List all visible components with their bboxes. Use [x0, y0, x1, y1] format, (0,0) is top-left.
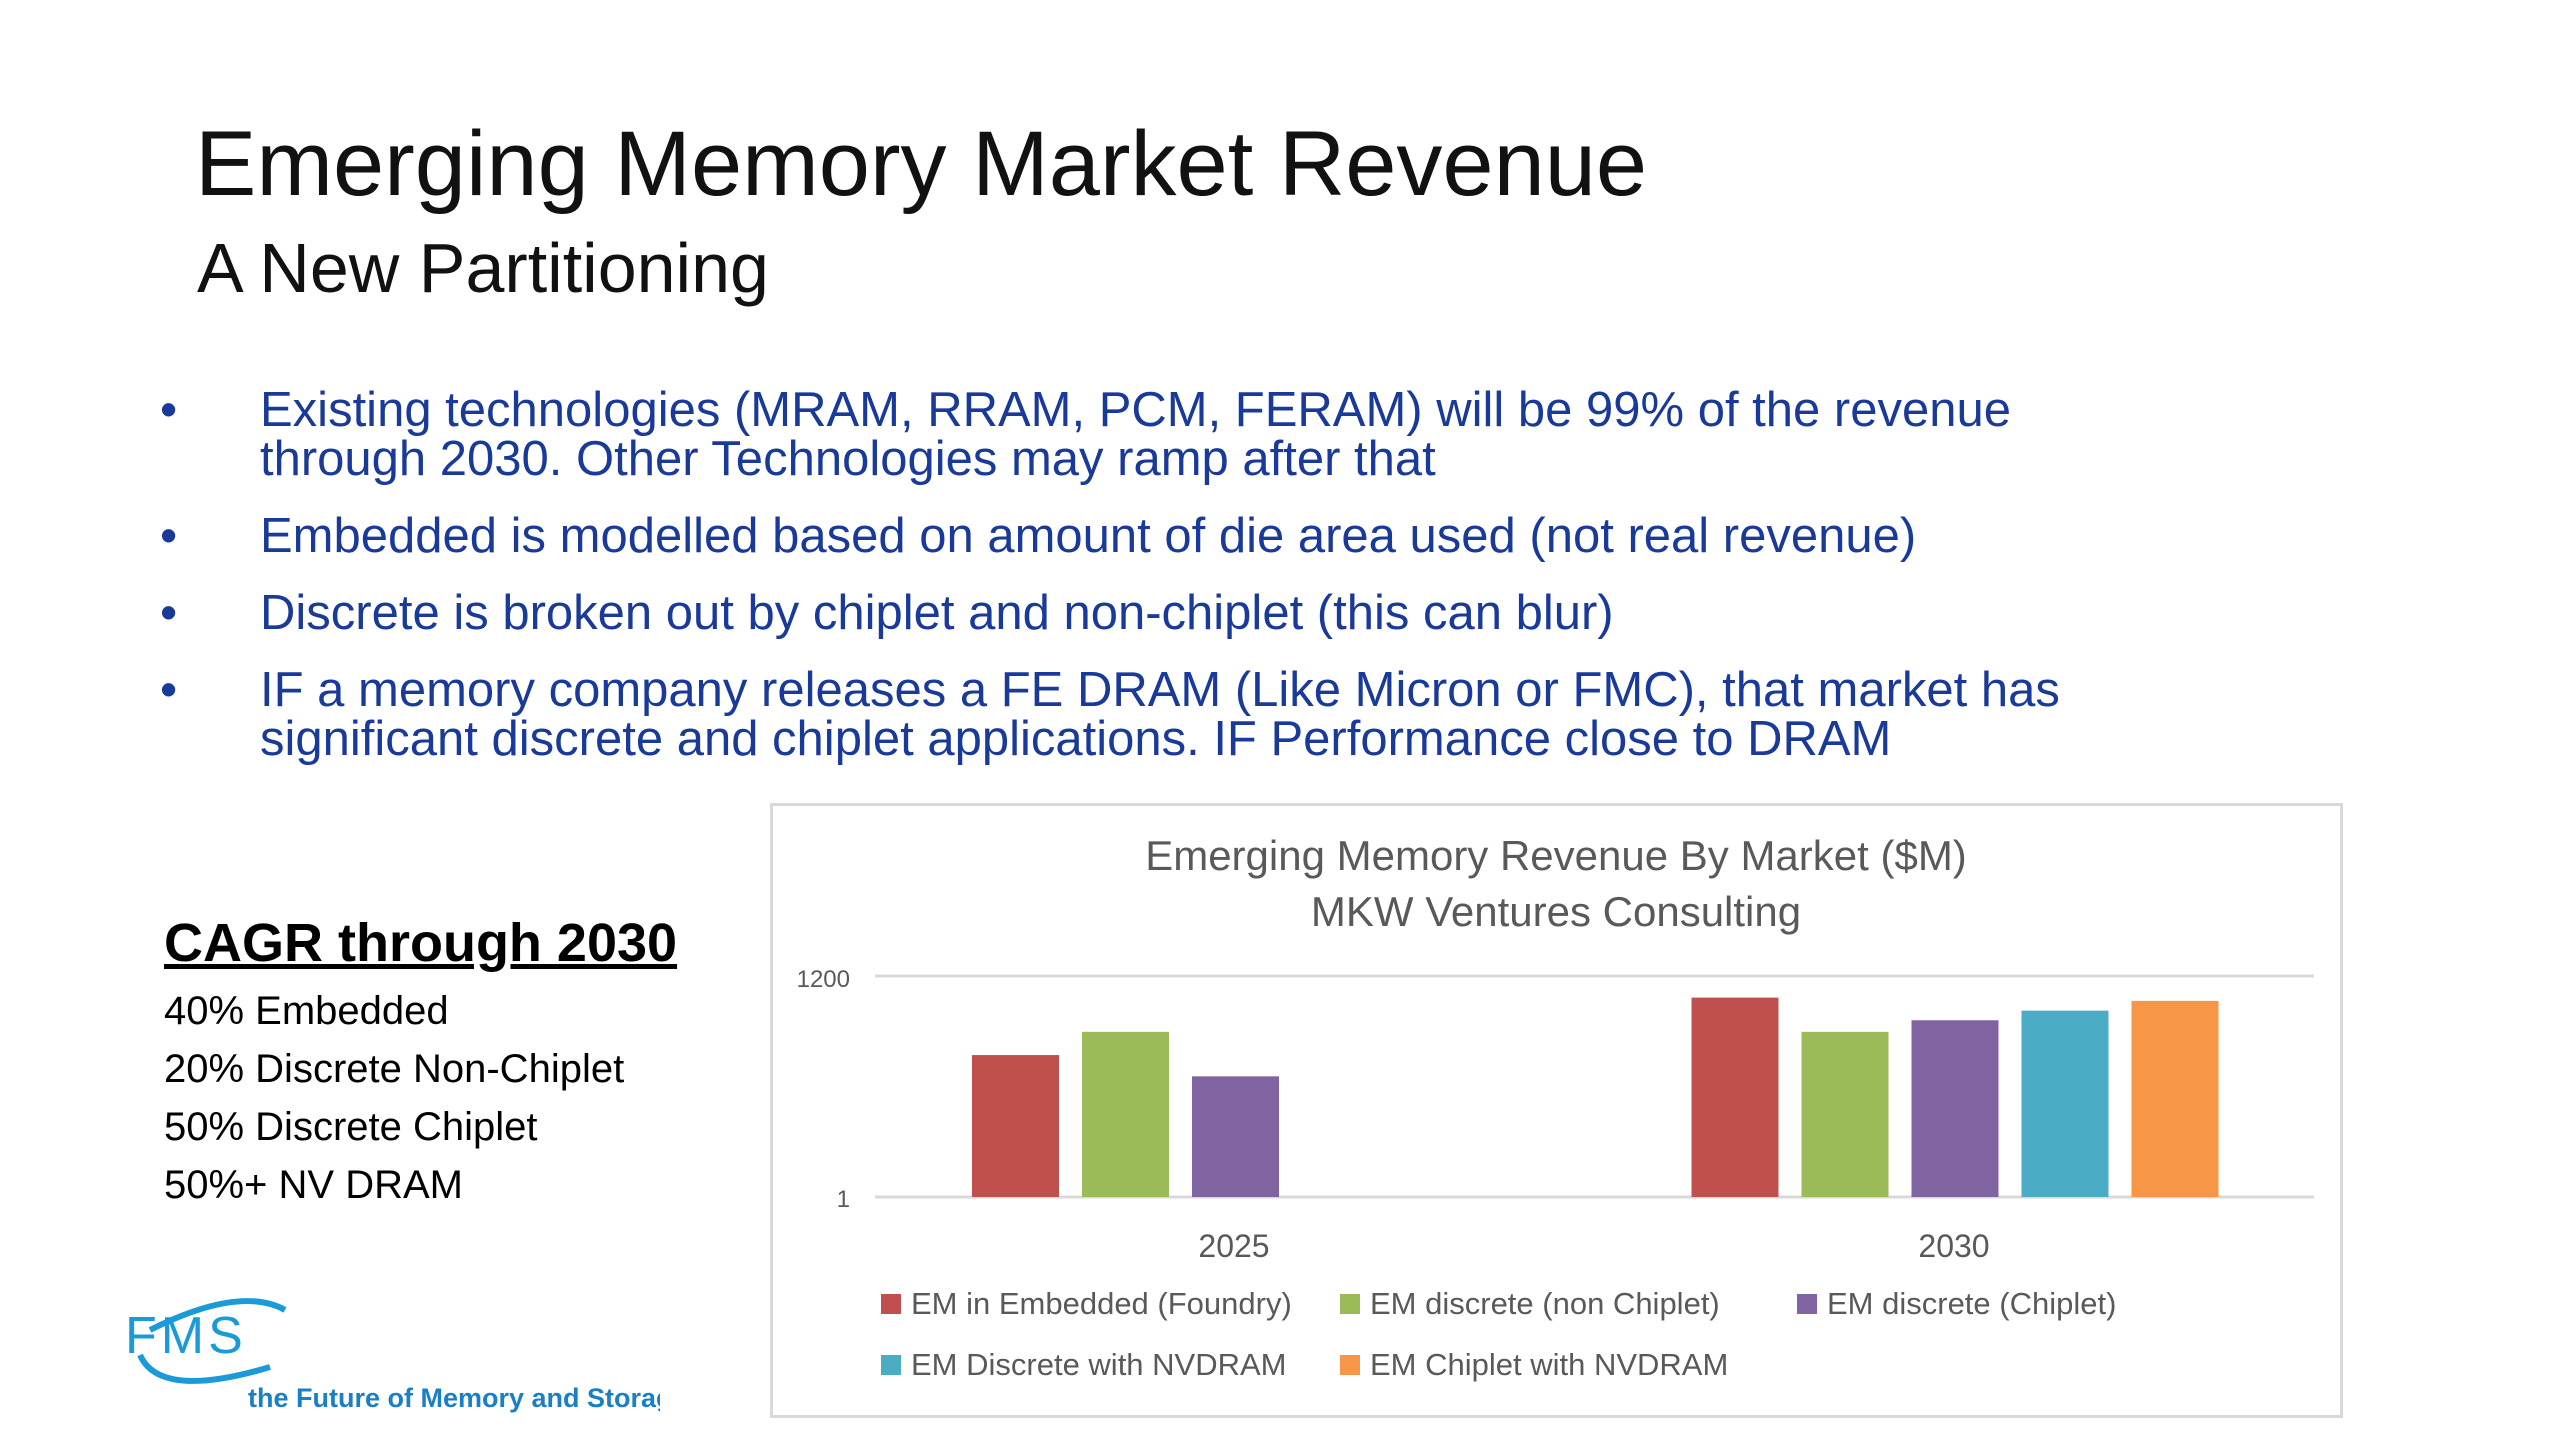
fms-logo: FMS the Future of Memory and Storage: [120, 1295, 688, 1430]
x-tick-label: 2025: [1198, 1228, 1269, 1264]
bullet-text: significant discrete and chiplet applica…: [260, 712, 1892, 766]
bullet-dot: •: [160, 663, 178, 717]
legend-swatch: [881, 1294, 901, 1314]
chart-title: Emerging Memory Revenue By Market ($M): [1145, 832, 1967, 879]
cagr-heading: CAGR through 2030: [164, 913, 678, 973]
fms-logo-mark: FMS the Future of Memory and Storage: [125, 1298, 688, 1413]
bullet-text: Embedded is modelled based on amount of …: [260, 509, 1917, 563]
bullet-text: IF a memory company releases a FE DRAM (…: [260, 663, 2060, 717]
bullet-text: through 2030. Other Technologies may ram…: [260, 432, 1436, 486]
legend-swatch: [1340, 1294, 1360, 1314]
bullet-item: • Embedded is modelled based on amount o…: [160, 512, 2260, 561]
y-tick-label: 1200: [797, 966, 850, 993]
y-tick-label: 1: [837, 1186, 850, 1213]
legend-label: EM discrete (Chiplet): [1827, 1286, 2116, 1321]
legend-swatch: [881, 1355, 901, 1375]
bullet-item: • Existing technologies (MRAM, RRAM, PCM…: [160, 386, 2260, 484]
legend-label: EM Chiplet with NVDRAM: [1370, 1347, 1728, 1382]
bar-2025-2: [1192, 1076, 1279, 1197]
chart-subtitle: MKW Ventures Consulting: [1311, 888, 1801, 935]
legend-label: EM in Embedded (Foundry): [911, 1286, 1292, 1321]
bullet-text: Existing technologies (MRAM, RRAM, PCM, …: [260, 383, 2011, 437]
bullet-item: • Discrete is broken out by chiplet and …: [160, 589, 2260, 638]
bullet-text: Discrete is broken out by chiplet and no…: [260, 586, 1614, 640]
bar-2030-4: [2131, 1000, 2219, 1197]
bar-2030-3: [2021, 1010, 2109, 1197]
cagr-item: 40% Embedded: [164, 989, 449, 1033]
cagr-panel: CAGR through 2030 40% Embedded 20% Discr…: [164, 912, 677, 1214]
legend-swatch: [1340, 1355, 1360, 1375]
x-tick-label: 2030: [1918, 1228, 1989, 1264]
legend-swatch: [1797, 1294, 1817, 1314]
slide-subtitle: A New Partitioning: [197, 229, 769, 307]
legend-label: EM Discrete with NVDRAM: [911, 1347, 1287, 1382]
bullet-dot: •: [160, 586, 178, 640]
bar-2030-2: [1911, 1020, 1999, 1197]
bar-2030-0: [1691, 997, 1779, 1197]
bar-2030-1: [1801, 1031, 1889, 1197]
bar-2025-0: [972, 1055, 1059, 1197]
bullet-dot: •: [160, 509, 178, 563]
chart-frame: [770, 803, 2343, 1418]
legend-label: EM discrete (non Chiplet): [1370, 1286, 1720, 1321]
logo-mark-text: FMS: [125, 1307, 247, 1365]
slide-title: Emerging Memory Market Revenue: [195, 113, 1648, 215]
bullet-dot: •: [160, 383, 178, 437]
bar-2025-1: [1082, 1031, 1169, 1197]
cagr-item: 20% Discrete Non-Chiplet: [164, 1047, 625, 1091]
cagr-item: 50%+ NV DRAM: [164, 1163, 463, 1207]
bullet-list: • Existing technologies (MRAM, RRAM, PCM…: [160, 386, 2260, 792]
logo-tagline: the Future of Memory and Storage: [248, 1383, 660, 1413]
cagr-item: 50% Discrete Chiplet: [164, 1105, 538, 1149]
bullet-item: • IF a memory company releases a FE DRAM…: [160, 666, 2260, 764]
